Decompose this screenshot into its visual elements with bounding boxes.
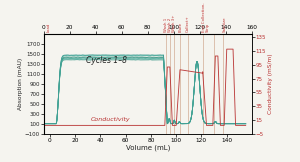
- X-axis label: Volume (mL): Volume (mL): [126, 145, 170, 151]
- Text: Load: Load: [46, 23, 51, 32]
- Y-axis label: Absorption (mAU): Absorption (mAU): [18, 58, 23, 110]
- Text: Sanitize: Sanitize: [223, 17, 226, 32]
- Text: Wash 1: Wash 1: [164, 18, 168, 32]
- Text: Wash 3+: Wash 3+: [172, 15, 176, 32]
- Text: Elute: Elute: [178, 22, 182, 32]
- Y-axis label: Conductivity (mS/m): Conductivity (mS/m): [268, 53, 273, 114]
- Text: Conductivity: Conductivity: [91, 117, 130, 122]
- Text: Wash 2: Wash 2: [168, 18, 172, 32]
- Text: End Collection,
Strip: End Collection, Strip: [202, 2, 210, 32]
- Text: Cycles 1–8: Cycles 1–8: [86, 56, 127, 65]
- Text: Collect+: Collect+: [186, 15, 190, 32]
